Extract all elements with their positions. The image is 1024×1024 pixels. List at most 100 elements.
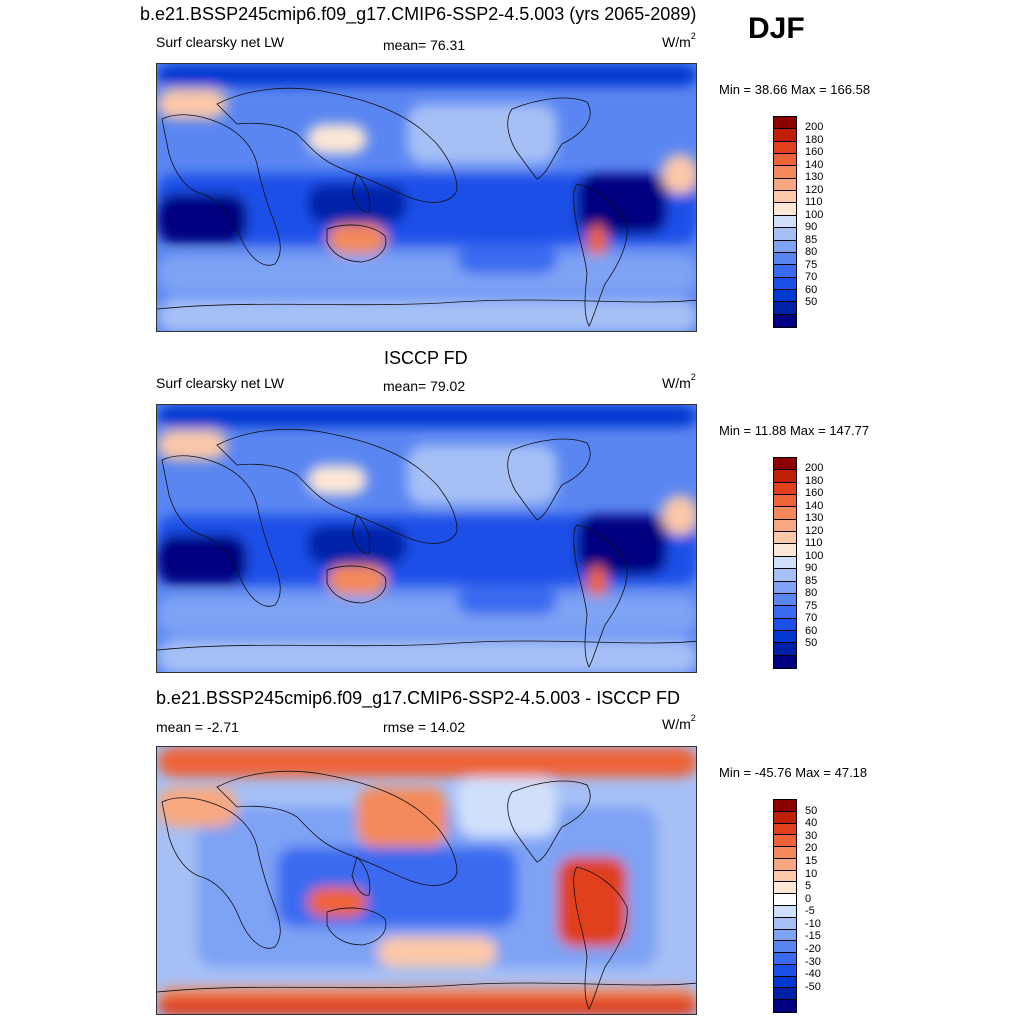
colorbar-tick-label: 75 xyxy=(805,599,818,612)
field-region xyxy=(157,535,247,585)
field-region xyxy=(327,565,387,595)
colorbar-swatch xyxy=(774,277,796,290)
field-region xyxy=(307,887,367,917)
colorbar-swatch xyxy=(774,458,796,471)
field-region xyxy=(157,254,696,294)
map-plot-model xyxy=(156,63,697,332)
panel-units-label: W/m2 xyxy=(662,372,696,391)
colorbar-swatch xyxy=(774,976,796,989)
coastline xyxy=(351,514,371,554)
colorbar-swatch xyxy=(774,593,796,607)
colorbar-tick-label: 90 xyxy=(805,221,818,234)
coastlines xyxy=(157,87,696,327)
coastline xyxy=(573,524,628,668)
colorbar-swatch xyxy=(774,630,796,644)
colorbar-tick-label: 75 xyxy=(805,258,818,271)
colorbar-tick-label: 5 xyxy=(805,880,812,893)
colorbar-swatch xyxy=(774,870,796,883)
colorbar-swatch xyxy=(774,178,796,192)
coastline xyxy=(216,770,458,886)
field-region xyxy=(457,777,557,837)
colorbar-tick-label: 120 xyxy=(805,183,824,196)
map-field-svg xyxy=(157,405,696,672)
colorbar-tick-label: 70 xyxy=(805,271,818,284)
colorbar-tick-label: 130 xyxy=(805,512,824,525)
colorbar-tick-label: 85 xyxy=(805,233,818,246)
colorbar-swatch xyxy=(774,894,796,906)
field-region xyxy=(557,857,627,947)
colorbar-tick-label: 140 xyxy=(805,499,824,512)
panel-units-label: W/m2 xyxy=(662,31,696,50)
colorbar-tick-label: 200 xyxy=(805,121,824,134)
colorbar-tick-label: 30 xyxy=(805,829,818,842)
colorbar-swatch xyxy=(774,482,796,496)
coastline xyxy=(573,866,628,1010)
colorbar-tick-label: 60 xyxy=(805,283,818,296)
colorbar-tick-label: 130 xyxy=(805,171,824,184)
colorbar-swatch xyxy=(774,800,796,812)
panel-stat-label: mean= 79.02 xyxy=(383,378,466,394)
field-region xyxy=(307,124,367,154)
colorbar-swatch xyxy=(774,823,796,836)
colorbar-swatch xyxy=(774,906,796,918)
field-region xyxy=(277,847,517,927)
coastline xyxy=(507,438,591,521)
field-region xyxy=(157,194,247,244)
colorbar-tick-label: 140 xyxy=(805,158,824,171)
colorbar-swatch xyxy=(774,252,796,266)
field-region xyxy=(327,224,387,254)
colorbar-swatch xyxy=(774,882,796,895)
colorbar-swatch xyxy=(774,141,796,155)
coastline xyxy=(326,907,387,946)
colorbar-swatch xyxy=(774,129,796,142)
field-region xyxy=(662,495,696,535)
field-region xyxy=(157,787,237,827)
colorbar-swatch xyxy=(774,941,796,954)
colorbar-swatch xyxy=(774,835,796,848)
colorbar-tick-label: -20 xyxy=(805,943,821,956)
field-region xyxy=(407,445,557,505)
field-region xyxy=(157,595,696,635)
panel-units-label: W/m2 xyxy=(662,713,696,732)
map-plot-obs xyxy=(156,404,697,673)
colorbar-tick-label: 50 xyxy=(805,804,818,817)
panel-heading: ISCCP FD xyxy=(384,348,468,368)
colorbar-tick-label: 60 xyxy=(805,624,818,637)
panel-variable-label: Surf clearsky net LW xyxy=(156,34,285,50)
field-region xyxy=(157,997,696,1014)
coastline xyxy=(216,428,458,544)
colorbar-tick-label: 80 xyxy=(805,587,818,600)
panel-rmse-label: rmse = 14.02 xyxy=(383,719,466,735)
colorbar-swatch xyxy=(774,495,796,508)
colorbar-tick-label: 20 xyxy=(805,842,818,855)
colorbar-tick-label: 70 xyxy=(805,612,818,625)
coastlines xyxy=(157,770,696,1010)
panel-stat-label: mean= 76.31 xyxy=(383,37,466,53)
field-region xyxy=(307,465,367,495)
colorbar-tick-label: -40 xyxy=(805,968,821,981)
colorbar-swatch xyxy=(774,858,796,871)
colorbar-swatch xyxy=(774,203,796,216)
coastline xyxy=(157,982,696,993)
colorbar-swatch xyxy=(774,215,796,229)
figure-title: b.e21.BSSP245cmip6.f09_g17.CMIP6-SSP2-4.… xyxy=(140,4,697,24)
colorbar-swatch xyxy=(774,811,796,824)
colorbar-swatch xyxy=(774,917,796,930)
colorbar-swatch xyxy=(774,117,796,130)
colorbar-tick-label: 100 xyxy=(805,549,824,562)
colorbar-tick-label: 160 xyxy=(805,146,824,159)
coastline xyxy=(161,455,281,607)
colorbar-swatch xyxy=(774,581,796,594)
coastline xyxy=(157,299,696,310)
colorbar-tick-label: 10 xyxy=(805,867,818,880)
panel-heading: b.e21.BSSP245cmip6.f09_g17.CMIP6-SSP2-4.… xyxy=(156,688,680,708)
season-label: DJF xyxy=(748,12,805,45)
field-region xyxy=(357,787,447,847)
field-region xyxy=(157,515,696,585)
coastline xyxy=(507,780,591,863)
colorbar-swatch xyxy=(774,929,796,942)
colorbar-swatch xyxy=(774,191,796,204)
colorbar-swatch xyxy=(774,228,796,241)
field-region xyxy=(157,299,696,331)
panel-variable-label: Surf clearsky net LW xyxy=(156,375,285,391)
